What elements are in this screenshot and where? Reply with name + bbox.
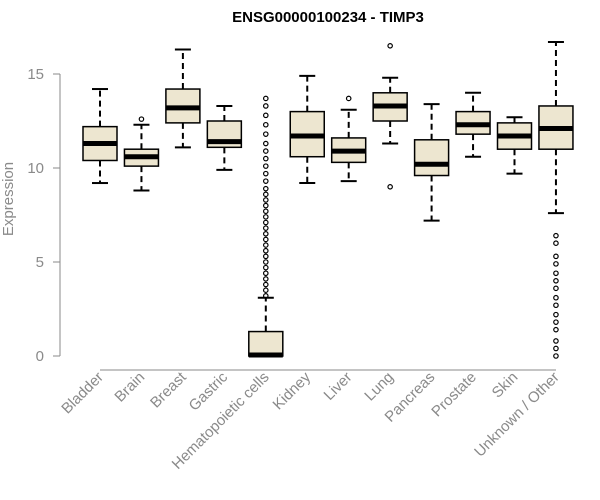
outlier-point [553,353,559,359]
outlier-point [387,42,393,49]
outlier-point [553,232,559,239]
box-bladder [82,88,118,185]
outlier-point [262,103,269,109]
box-brain [123,116,160,192]
outlier-point [262,214,269,220]
y-tick-label: 15 [27,66,44,83]
outlier-point [553,319,559,325]
outlier-point [138,116,145,122]
outlier-point [553,277,559,284]
category-label: Brain [111,369,148,406]
outlier-point [262,163,269,169]
outlier-point [262,219,269,226]
y-tick-label: 10 [27,160,44,177]
outlier-point [262,112,269,119]
outlier-point [262,170,269,177]
box-liver [330,95,367,183]
y-tick-label: 0 [36,348,44,365]
outlier-point [262,155,269,162]
outlier-point [387,184,393,190]
outlier-point [262,231,269,237]
box-kidney [289,74,325,185]
outlier-point [262,287,269,294]
outlier-point [262,276,269,282]
box-lung [372,42,408,190]
outlier-point [262,242,269,248]
iqr-box [248,330,284,357]
box-prostate [455,91,491,158]
box-pancreas [413,103,450,222]
box-skin [496,116,533,175]
outlier-point [553,326,559,333]
category-label: Skin [489,369,522,402]
chart-title: ENSG00000100234 - TIMP3 [232,9,424,26]
outlier-point [262,236,269,243]
outlier-point [262,140,269,147]
outlier-point [262,253,269,260]
outlier-point [262,281,269,288]
category-label: Lung [361,369,397,405]
outlier-point [262,178,269,184]
outlier-point [262,121,269,128]
outlier-point [553,261,559,267]
outlier-point [262,264,269,271]
box-breast [165,48,201,149]
category-label: Kidney [270,368,315,413]
outlier-point [262,293,269,299]
outlier-point [553,338,559,344]
category-label: Breast [147,368,190,411]
outlier-point [553,240,559,247]
outlier-point [262,270,269,277]
outlier-point [262,225,269,231]
category-label: Bladder [58,369,107,418]
boxes-group [82,41,574,359]
outlier-point [345,95,352,102]
outlier-point [262,202,269,209]
y-axis-label: Expression [0,162,17,236]
outlier-point [262,95,269,102]
box-gastric [206,104,243,171]
y-tick-label: 5 [36,254,44,271]
outlier-point [553,311,559,318]
outlier-point [262,208,269,215]
outlier-point [262,247,269,254]
box-hematopoietic-cells [248,95,284,358]
outlier-point [262,185,269,192]
outlier-point [553,302,559,309]
outlier-point [262,148,269,154]
outlier-point [553,345,559,352]
category-label: Prostate [428,369,480,421]
outlier-point [553,294,559,301]
outlier-point [553,253,559,260]
outlier-point [553,270,559,277]
box-unknown-other [538,41,574,359]
outlier-point [262,259,269,265]
iqr-box [413,139,450,177]
category-label: Liver [321,369,356,404]
outlier-point [262,191,269,198]
y-ticks: 0 5 10 15 [27,66,60,365]
outlier-point [262,131,269,137]
outlier-point [553,285,559,292]
outlier-point [262,197,269,203]
